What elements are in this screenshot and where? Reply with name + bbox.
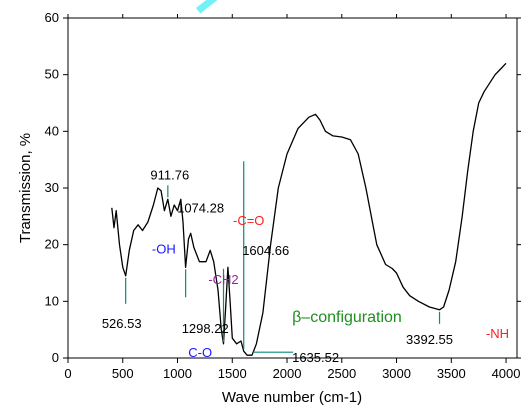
x-tick-label: 4000 — [492, 366, 521, 381]
annotation-label: -CH2 — [208, 272, 238, 287]
annotation-label: 911.76 — [150, 167, 189, 182]
x-tick-label: 1500 — [218, 366, 247, 381]
annotation-label: -C=O — [233, 213, 264, 228]
annotation-label: 3392.55 — [406, 332, 453, 347]
series-group — [111, 62, 507, 356]
annotation-label: 526.53 — [102, 316, 142, 331]
annotation-label: C-O — [188, 345, 212, 360]
y-tick-label: 10 — [45, 293, 59, 308]
axis-ticks: 0 500 1000 1500 2000 2500 3000 3500 4000 0 10 20 30 4… — [45, 10, 521, 381]
y-tick-label: 40 — [45, 123, 59, 138]
annotation-label: 1635.52 — [292, 350, 339, 365]
annotation-label: 1604.66 — [242, 243, 289, 258]
x-axis-title: Wave number (cm-1) — [222, 389, 362, 406]
x-tick-label: 3000 — [382, 366, 411, 381]
y-axis-title: Transmission, % — [17, 133, 34, 243]
y-tick-label: 60 — [45, 10, 59, 25]
x-tick-label: 2000 — [273, 366, 302, 381]
series-line — [111, 62, 507, 356]
annotation-label: -OH — [152, 241, 176, 256]
y-tick-label: 50 — [45, 67, 59, 82]
annotation-label: β–configuration — [292, 309, 402, 326]
annotations-group: 526.53 911.76 -OH 1074.28 1298.22 C-O -CH2 1604… — [102, 161, 509, 365]
annotation-label: 1074.28 — [177, 200, 224, 215]
plot-frame — [67, 17, 518, 359]
x-tick-label: 1000 — [163, 366, 192, 381]
y-tick-label: 20 — [45, 237, 59, 252]
x-tick-label: 3500 — [437, 366, 466, 381]
x-tick-label: 2500 — [327, 366, 356, 381]
annotation-label: -NH — [486, 326, 509, 341]
y-tick-label: 30 — [45, 180, 59, 195]
y-tick-label: 0 — [52, 350, 59, 365]
annotation-label: 1298.22 — [182, 321, 229, 336]
x-tick-label: 500 — [112, 366, 134, 381]
x-tick-label: 0 — [64, 366, 71, 381]
